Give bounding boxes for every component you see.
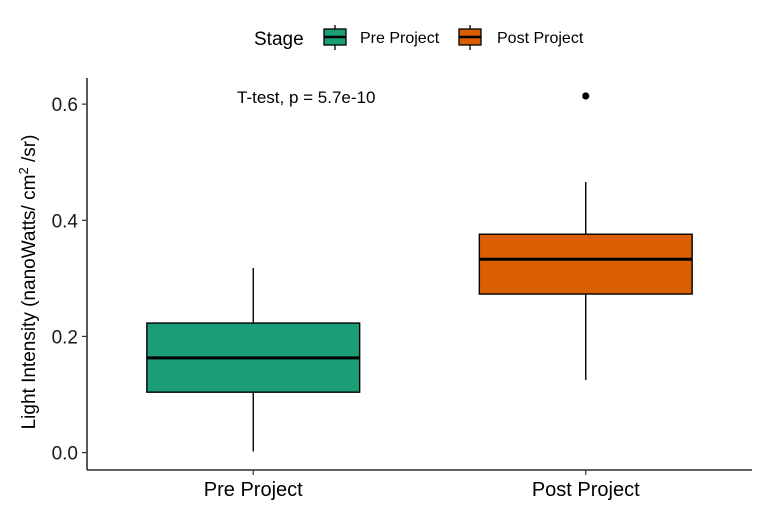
y-tick-label: 0.0	[52, 444, 78, 465]
y-axis-label-prefix: Light Intensity (nanoWatts/ cm	[19, 175, 40, 430]
y-axis-label: Light Intensity (nanoWatts/ cm2 /sr)	[16, 135, 40, 430]
x-tick-label: Post Project	[532, 479, 640, 501]
legend-key-post-project	[458, 25, 482, 50]
y-axis-label-suffix: /sr)	[19, 135, 40, 168]
axes: 0.0 0.2 0.4 0.6 Pre Project Post Project	[52, 78, 752, 501]
box-post-project	[478, 92, 693, 380]
outlier-point	[582, 92, 590, 100]
boxes	[146, 92, 693, 452]
legend-title: Stage	[254, 29, 304, 50]
y-axis-label-superscript: 2	[16, 167, 31, 174]
legend: Stage Pre Project Post Project	[254, 25, 584, 50]
legend-label-post-project: Post Project	[497, 30, 584, 47]
box-pre-project	[146, 267, 361, 452]
y-tick-label: 0.6	[52, 95, 78, 116]
x-tick-label: Pre Project	[204, 479, 303, 501]
legend-key-pre-project	[323, 25, 347, 50]
y-tick-label: 0.4	[52, 211, 79, 232]
iqr-box	[478, 233, 693, 295]
legend-label-pre-project: Pre Project	[360, 30, 440, 47]
y-tick-label: 0.2	[52, 327, 78, 348]
t-test-annotation: T-test, p = 5.7e-10	[237, 88, 375, 107]
